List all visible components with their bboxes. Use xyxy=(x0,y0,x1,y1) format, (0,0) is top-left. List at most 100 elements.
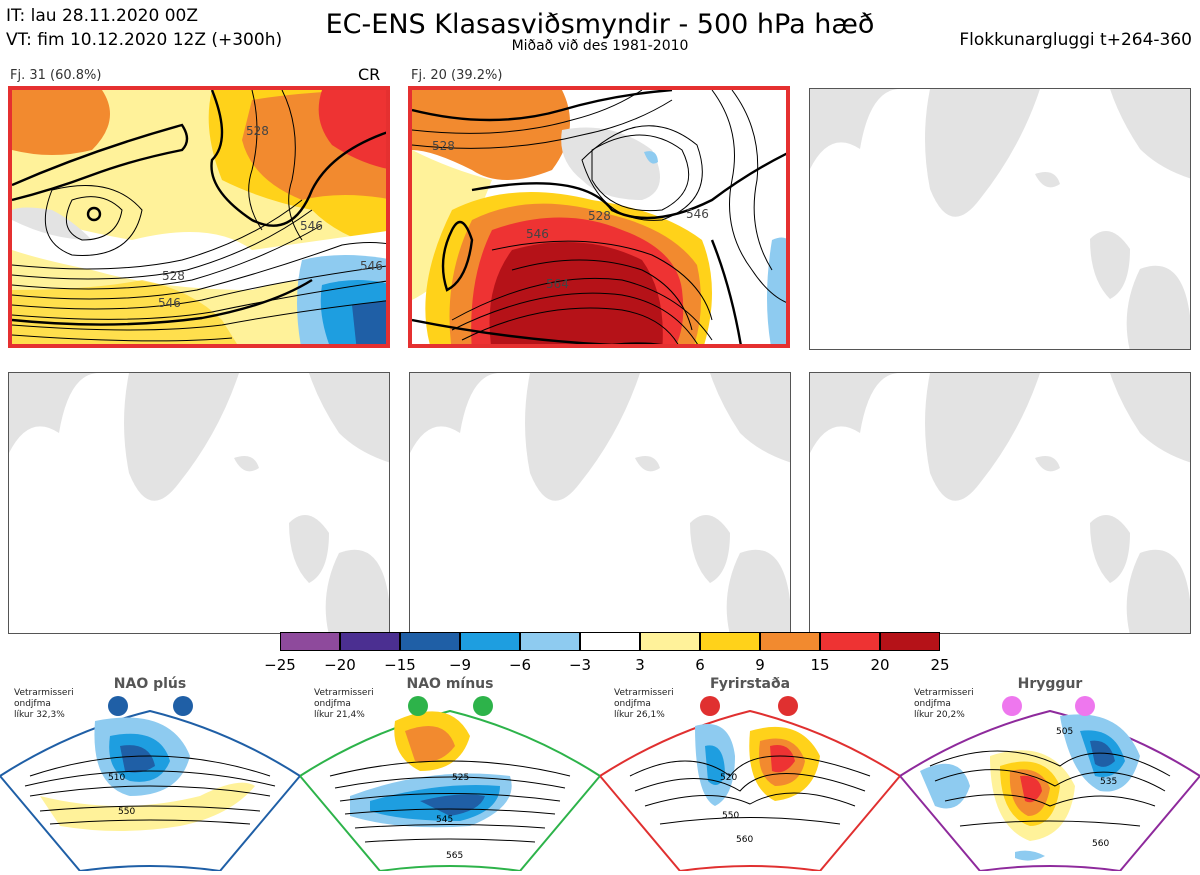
cluster-map-2-graphic: 528 528 546 564 546 xyxy=(412,90,786,344)
cluster-map-2[interactable]: 528 528 546 564 546 xyxy=(408,86,790,348)
cluster-map-6-graphic xyxy=(810,373,1190,633)
regime-blocking-note: Vetrarmisseri ondjfma líkur 26,1% xyxy=(614,688,674,721)
colorbar-cell xyxy=(580,632,640,651)
page-subtitle: Miðað við des 1981-2010 xyxy=(511,38,689,54)
regime-ridge-note: Vetrarmisseri ondjfma líkur 20,2% xyxy=(914,688,974,721)
regime-blocking-dot-1 xyxy=(700,696,720,716)
initial-time: IT: lau 28.11.2020 00Z xyxy=(6,6,198,26)
regime-nao-minus-contour-565: 565 xyxy=(446,851,463,861)
colorbar-cell xyxy=(340,632,400,651)
regime-nao-plus-map: 510 550 xyxy=(0,696,302,873)
panel-1-contour-528: 528 xyxy=(162,269,185,283)
colorbar-cell xyxy=(820,632,880,651)
regime-nao-minus-name: NAO mínus xyxy=(406,676,494,692)
panel-2-contour-528b: 528 xyxy=(588,209,611,223)
note-line: Vetrarmisseri xyxy=(914,688,974,698)
regime-nao-minus-map: 525 545 565 xyxy=(298,696,602,873)
regime-ridge-dot-1 xyxy=(1002,696,1022,716)
panel-1-contour-546a: 546 xyxy=(158,296,181,310)
panel-1-contour-546b: 546 xyxy=(300,219,323,233)
note-line: líkur 26,1% xyxy=(614,710,665,720)
note-line: líkur 32,3% xyxy=(14,710,65,720)
regime-nao-plus-dot-1 xyxy=(108,696,128,716)
panel-1-contour-528b: 528 xyxy=(246,124,269,138)
colorbar-tick: 9 xyxy=(755,656,765,674)
colorbar-cell xyxy=(400,632,460,651)
cluster-map-4-graphic xyxy=(9,373,389,633)
colorbar-tick: −15 xyxy=(384,656,416,674)
cluster-map-1-graphic: 528 546 546 528 546 xyxy=(12,90,386,344)
colorbar-tick: 25 xyxy=(930,656,950,674)
cluster-map-5-graphic xyxy=(410,373,790,633)
note-line: ondjfma xyxy=(14,699,51,709)
regime-nao-minus: NAO mínus Vetrarmisseri ondjfma líkur 21… xyxy=(298,676,602,873)
panel-1-label: Fj. 31 (60.8%) xyxy=(10,68,102,83)
regime-ridge-dot-2 xyxy=(1075,696,1095,716)
panel-2-contour-546a: 546 xyxy=(526,227,549,241)
colorbar-tick: −3 xyxy=(568,656,592,674)
note-line: líkur 20,2% xyxy=(914,710,965,720)
note-line: líkur 21,4% xyxy=(314,710,365,720)
cluster-map-5[interactable] xyxy=(409,372,791,634)
regime-blocking-dot-2 xyxy=(778,696,798,716)
cluster-map-6[interactable] xyxy=(809,372,1191,634)
colorbar-cell xyxy=(760,632,820,651)
colorbar-tick: 3 xyxy=(635,656,645,674)
panel-1-tag: CR xyxy=(358,65,381,84)
regime-blocking-contour-520: 520 xyxy=(720,773,737,783)
colorbar-cell xyxy=(460,632,520,651)
regime-blocking-contour-560: 560 xyxy=(736,835,753,845)
panel-2-label: Fj. 20 (39.2%) xyxy=(411,68,503,83)
cluster-map-4[interactable] xyxy=(8,372,390,634)
regime-nao-minus-contour-545: 545 xyxy=(436,815,453,825)
regime-blocking-contour-550: 550 xyxy=(722,811,739,821)
classification-window: Flokkunargluggi t+264-360 xyxy=(959,30,1192,50)
note-line: Vetrarmisseri xyxy=(314,688,374,698)
regime-nao-plus: NAO plús Vetrarmisseri ondjfma líkur 32,… xyxy=(0,676,302,873)
cluster-map-3-graphic xyxy=(810,89,1190,349)
regime-nao-plus-dot-2 xyxy=(173,696,193,716)
colorbar-tick: −6 xyxy=(508,656,532,674)
note-line: Vetrarmisseri xyxy=(14,688,74,698)
colorbar-cell xyxy=(280,632,340,651)
colorbar-cell xyxy=(640,632,700,651)
regime-nao-minus-dot-2 xyxy=(473,696,493,716)
regime-nao-minus-dot-1 xyxy=(408,696,428,716)
page-title: EC-ENS Klasasviðsmyndir - 500 hPa hæð xyxy=(325,9,875,40)
header-left: IT: lau 28.11.2020 00Z VT: fim 10.12.202… xyxy=(6,4,282,52)
note-line: ondjfma xyxy=(614,699,651,709)
colorbar-tick: 15 xyxy=(810,656,830,674)
note-line: ondjfma xyxy=(314,699,351,709)
regime-blocking-map: 520 550 560 xyxy=(598,696,902,873)
regime-ridge-contour-535: 535 xyxy=(1100,777,1117,787)
regime-nao-plus-note: Vetrarmisseri ondjfma líkur 32,3% xyxy=(14,688,74,721)
note-line: ondjfma xyxy=(914,699,951,709)
cluster-map-3[interactable] xyxy=(809,88,1191,350)
colorbar-tick: −20 xyxy=(324,656,356,674)
colorbar-cell xyxy=(880,632,940,651)
colorbar-tick: −9 xyxy=(448,656,472,674)
colorbar-tick: −25 xyxy=(264,656,296,674)
cluster-map-1[interactable]: 528 546 546 528 546 xyxy=(8,86,390,348)
regime-ridge-contour-560: 560 xyxy=(1092,839,1109,849)
regime-ridge-map: 505 535 560 xyxy=(898,696,1200,873)
note-line: Vetrarmisseri xyxy=(614,688,674,698)
regime-nao-minus-contour-525: 525 xyxy=(452,773,469,783)
panel-2-contour-564: 564 xyxy=(546,277,569,291)
regime-nao-minus-note: Vetrarmisseri ondjfma líkur 21,4% xyxy=(314,688,374,721)
panel-2-contour-546b: 546 xyxy=(686,207,709,221)
regime-ridge-contour-505: 505 xyxy=(1056,727,1073,737)
colorbar-tick: 6 xyxy=(695,656,705,674)
panel-2-contour-528a: 528 xyxy=(432,139,455,153)
regime-nao-plus-contour-550: 550 xyxy=(118,807,135,817)
regime-nao-plus-name: NAO plús xyxy=(113,676,187,692)
regime-ridge: Hryggur Vetrarmisseri ondjfma líkur 20,2… xyxy=(898,676,1200,873)
regime-nao-plus-contour-510: 510 xyxy=(108,773,125,783)
colorbar-cell xyxy=(700,632,760,651)
valid-time: VT: fim 10.12.2020 12Z (+300h) xyxy=(6,30,283,50)
colorbar-cell xyxy=(520,632,580,651)
panel-1-contour-546c: 546 xyxy=(360,259,383,273)
colorbar-tick: 20 xyxy=(870,656,890,674)
regime-ridge-name: Hryggur xyxy=(1017,676,1083,692)
regime-blocking-name: Fyrirstaða xyxy=(709,676,791,692)
